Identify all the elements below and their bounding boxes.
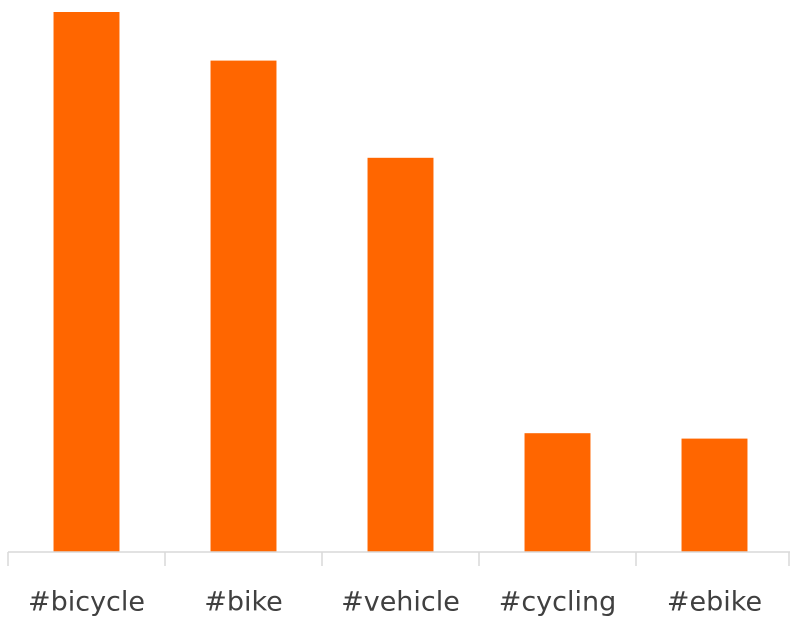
bar: [524, 433, 591, 552]
x-tick-label: #ebike: [667, 587, 762, 618]
bar: [681, 438, 748, 552]
x-tick-label: #vehicle: [341, 587, 460, 618]
bar: [53, 12, 120, 552]
x-tick-label: #bike: [204, 587, 283, 618]
x-tick-label: #bicycle: [28, 587, 145, 618]
bar: [367, 157, 434, 553]
x-tick-label: #cycling: [499, 587, 617, 618]
bar: [210, 60, 277, 552]
